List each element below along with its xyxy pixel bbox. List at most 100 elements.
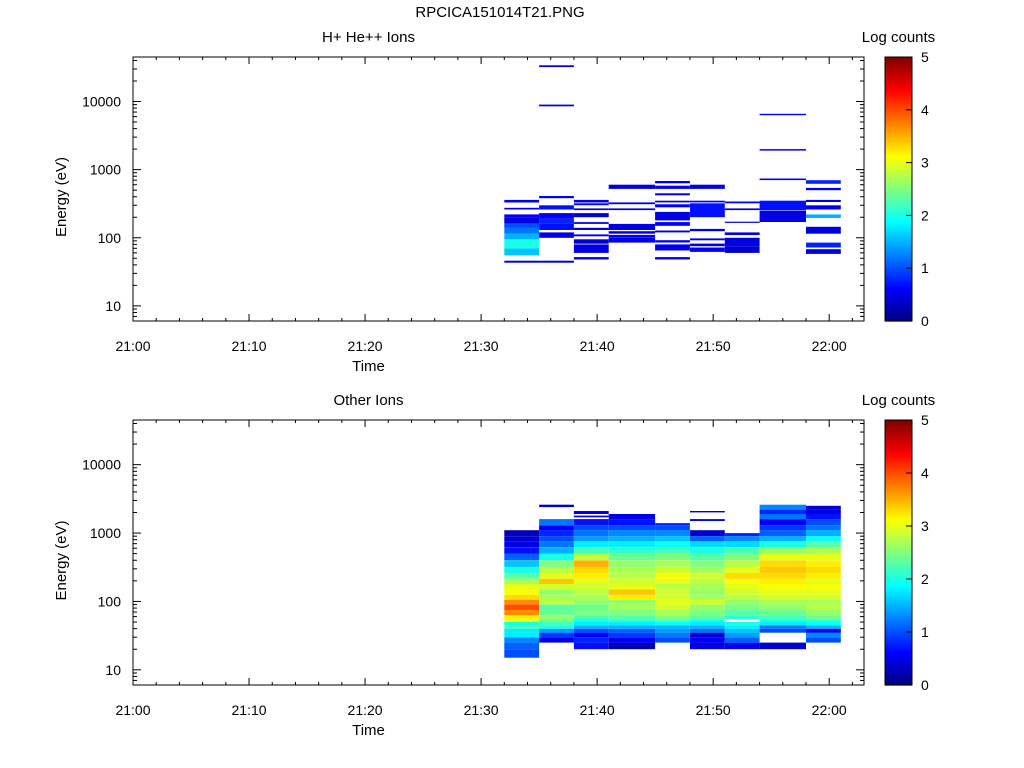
heatmap-cell bbox=[655, 619, 690, 622]
colorbar-segment bbox=[885, 603, 912, 607]
colorbar-segment bbox=[885, 63, 912, 66]
plot-frame bbox=[132, 56, 865, 322]
colorbar-segment bbox=[885, 434, 912, 437]
colorbar-segment bbox=[885, 225, 912, 229]
heatmap-cell bbox=[573, 203, 609, 206]
heatmap-cell bbox=[655, 589, 690, 595]
colorbar-segment bbox=[885, 597, 912, 600]
colorbar-segment bbox=[885, 219, 912, 223]
colorbar-tick-label: 1 bbox=[921, 624, 929, 640]
colorbar-segment bbox=[885, 491, 912, 494]
colorbar-segment bbox=[885, 174, 912, 178]
heatmap-cell bbox=[690, 600, 725, 605]
colorbar-segment bbox=[885, 607, 912, 611]
colorbar-segment bbox=[885, 211, 912, 214]
heatmap-cell bbox=[806, 589, 841, 595]
heatmap-cell bbox=[539, 615, 574, 620]
colorbar-segment bbox=[885, 316, 912, 320]
colorbar-segment bbox=[885, 221, 912, 225]
colorbar-segment bbox=[885, 134, 912, 137]
heatmap-cell bbox=[573, 594, 609, 600]
heatmap-cell bbox=[690, 628, 725, 633]
colorbar-label: Log counts bbox=[862, 392, 935, 409]
heatmap-cell bbox=[655, 523, 690, 526]
colorbar-segment bbox=[885, 154, 912, 158]
x-tick-label: 21:50 bbox=[696, 702, 731, 718]
heatmap-cell bbox=[690, 578, 725, 584]
heatmap-cell bbox=[690, 200, 725, 203]
heatmap-cell bbox=[806, 600, 841, 605]
heatmap-cell bbox=[655, 200, 690, 203]
colorbar-segment bbox=[885, 422, 912, 425]
colorbar-segment bbox=[885, 605, 912, 609]
colorbar-segment bbox=[885, 197, 912, 200]
colorbar-segment bbox=[885, 442, 912, 446]
heatmap-cell bbox=[806, 525, 841, 531]
colorbar-segment bbox=[885, 312, 912, 316]
heatmap-cell bbox=[759, 536, 806, 542]
heatmap-cell bbox=[724, 566, 760, 574]
heatmap-cell bbox=[504, 217, 540, 224]
heatmap-cell bbox=[573, 625, 609, 629]
heatmap-cell bbox=[539, 547, 574, 554]
colorbar-segment bbox=[885, 290, 912, 294]
heatmap-cell bbox=[504, 615, 540, 620]
colorbar-segment bbox=[885, 444, 912, 448]
heatmap-cell bbox=[573, 573, 609, 579]
heatmap-cell bbox=[759, 573, 806, 579]
colorbar-segment bbox=[885, 574, 912, 578]
heatmap-cell bbox=[806, 560, 841, 567]
colorbar-segment bbox=[885, 629, 912, 633]
heatmap-cell bbox=[608, 600, 656, 605]
heatmap-cell bbox=[806, 509, 841, 514]
heatmap-cell bbox=[608, 231, 656, 234]
colorbar-segment bbox=[885, 158, 912, 162]
heatmap-cell bbox=[806, 226, 841, 234]
heatmap-cell bbox=[655, 584, 690, 590]
colorbar-segment bbox=[885, 205, 912, 208]
heatmap-cell bbox=[759, 615, 806, 620]
heatmap-cell bbox=[690, 632, 725, 638]
colorbar-tick-label: 2 bbox=[921, 207, 929, 223]
heatmap-cell bbox=[724, 615, 760, 620]
colorbar-segment bbox=[885, 152, 912, 156]
colorbar-segment bbox=[885, 184, 912, 188]
heatmap-cell bbox=[806, 632, 841, 638]
colorbar-segment bbox=[885, 111, 912, 115]
heatmap-cell bbox=[759, 584, 806, 590]
x-tick-label: 21:20 bbox=[348, 702, 383, 718]
heatmap-cell bbox=[608, 202, 656, 205]
heatmap-cell bbox=[608, 642, 656, 650]
colorbar-segment bbox=[885, 260, 912, 263]
heatmap-cell bbox=[608, 530, 656, 537]
heatmap-cell bbox=[539, 589, 574, 595]
colorbar-segment bbox=[885, 103, 912, 107]
heatmap-cell bbox=[504, 642, 540, 650]
heatmap-cell bbox=[806, 530, 841, 537]
heatmap-cell bbox=[539, 260, 574, 263]
colorbar-segment bbox=[885, 532, 912, 535]
heatmap-cell bbox=[539, 525, 574, 531]
heatmap-cell bbox=[655, 181, 690, 184]
heatmap-cell bbox=[573, 610, 609, 616]
y-tick-label: 10 bbox=[105, 662, 121, 678]
heatmap-cell bbox=[690, 536, 725, 542]
colorbar-segment bbox=[885, 241, 912, 245]
heatmap-cell bbox=[724, 547, 760, 554]
colorbar-segment bbox=[885, 61, 912, 64]
colorbar-segment bbox=[885, 638, 912, 641]
heatmap-cell bbox=[539, 632, 574, 638]
colorbar-segment bbox=[885, 579, 912, 582]
heatmap-cell bbox=[759, 210, 806, 222]
colorbar-segment bbox=[885, 495, 912, 499]
heatmap-cell bbox=[504, 233, 540, 240]
colorbar-segment bbox=[885, 302, 912, 306]
colorbar-segment bbox=[885, 223, 912, 227]
heatmap-cell bbox=[655, 628, 690, 633]
heatmap-cell bbox=[539, 573, 574, 579]
heatmap-cell bbox=[573, 615, 609, 620]
heatmap-cell bbox=[504, 547, 540, 554]
heatmap-cell bbox=[655, 193, 690, 196]
colorbar-segment bbox=[885, 251, 912, 255]
heatmap-cell bbox=[690, 573, 725, 579]
